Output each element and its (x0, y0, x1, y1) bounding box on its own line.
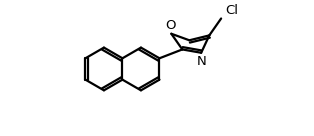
Text: Cl: Cl (225, 4, 238, 17)
Text: N: N (197, 55, 206, 68)
Text: O: O (165, 19, 176, 32)
